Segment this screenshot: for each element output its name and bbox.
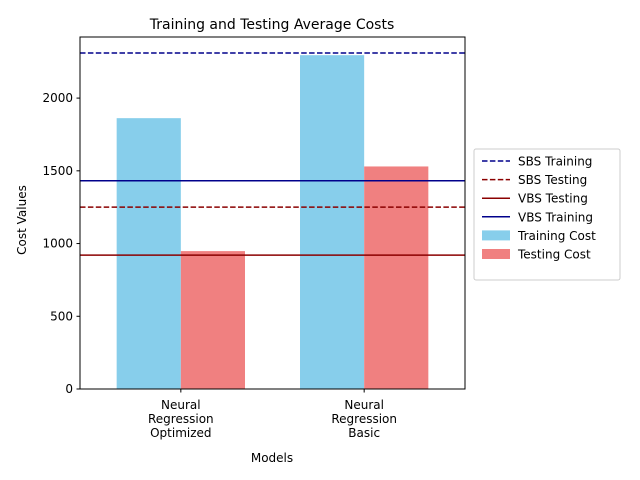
x-tick-label: Neural xyxy=(344,398,384,412)
y-tick-label: 500 xyxy=(50,309,73,323)
y-tick-label: 1500 xyxy=(42,164,73,178)
legend-label: Testing Cost xyxy=(517,248,591,262)
legend-label: Training Cost xyxy=(517,229,596,243)
plot-frame xyxy=(79,36,466,390)
plot-area xyxy=(79,36,466,390)
legend-label: SBS Testing xyxy=(518,173,587,187)
y-axis: 0 500 1000 1500 2000 xyxy=(42,91,80,396)
y-tick-label: 1000 xyxy=(42,237,73,251)
x-tick-label: Optimized xyxy=(150,426,211,440)
legend-label: SBS Training xyxy=(518,155,592,169)
y-tick-label: 2000 xyxy=(42,91,73,105)
bar-training-cost-1 xyxy=(300,55,365,389)
legend-label: VBS Training xyxy=(518,210,593,224)
legend-frame xyxy=(473,148,621,281)
x-tick-label: Neural xyxy=(161,398,201,412)
y-tick-label: 0 xyxy=(65,382,73,396)
y-axis-label: Cost Values xyxy=(15,185,29,255)
bar-testing-cost-0 xyxy=(180,251,245,389)
bar-training-cost-0 xyxy=(116,118,181,389)
legend: SBS Training SBS Testing VBS Testing VBS Tr… xyxy=(473,148,621,281)
legend-label: VBS Testing xyxy=(518,192,588,206)
x-tick-label: Regression xyxy=(331,412,397,426)
legend-swatch-patch xyxy=(482,230,510,241)
x-axis-label: Models xyxy=(251,451,293,465)
x-tick-label: Regression xyxy=(148,412,214,426)
chart-title: Training and Testing Average Costs xyxy=(149,17,395,33)
bar-testing-cost-1 xyxy=(364,166,429,389)
legend-swatch-patch xyxy=(482,249,510,259)
x-axis: NeuralRegressionOptimizedNeuralRegressio… xyxy=(148,389,397,440)
x-tick-label: Basic xyxy=(348,426,380,440)
